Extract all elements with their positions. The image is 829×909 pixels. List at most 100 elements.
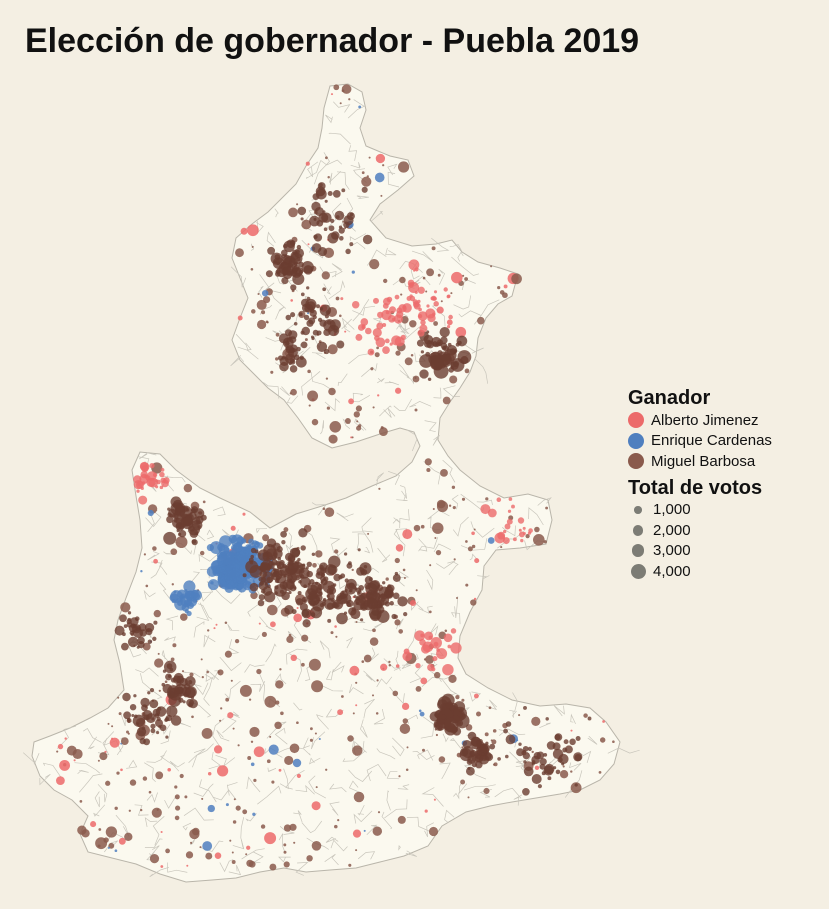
locality-dot: [231, 860, 236, 864]
locality-dot: [417, 311, 428, 321]
locality-dot: [437, 273, 441, 277]
locality-dot: [348, 398, 354, 405]
municipality-border: [431, 237, 450, 252]
locality-dot: [492, 763, 496, 766]
municipality-border: [320, 159, 343, 166]
locality-dot: [303, 314, 310, 321]
locality-dot: [496, 497, 502, 502]
municipality-border: [246, 776, 261, 793]
locality-dot: [383, 278, 388, 284]
municipality-border: [278, 833, 286, 853]
locality-dot: [225, 803, 229, 807]
municipality-border: [228, 865, 242, 876]
municipality-border: [206, 529, 215, 540]
locality-dot: [56, 750, 59, 753]
municipality-border: [293, 810, 303, 823]
locality-dot: [416, 339, 425, 347]
page-title: Elección de gobernador - Puebla 2019: [25, 22, 640, 60]
locality-dot: [175, 522, 183, 530]
locality-dot: [503, 284, 508, 289]
municipality-border: [307, 161, 319, 178]
municipality-border: [145, 510, 162, 528]
locality-dot: [394, 336, 405, 347]
locality-dot: [298, 261, 304, 268]
locality-dot: [531, 716, 541, 727]
locality-dot: [337, 819, 340, 822]
locality-dot: [518, 742, 522, 746]
municipality-border: [409, 664, 424, 684]
locality-dot: [175, 805, 181, 811]
municipality-border: [244, 664, 265, 673]
locality-dot: [153, 558, 158, 564]
locality-dot: [237, 744, 240, 747]
municipality-border: [412, 751, 435, 761]
municipality-border: [325, 669, 334, 681]
municipality-border: [418, 605, 433, 614]
municipality-border: [267, 767, 277, 772]
legend: Ganador Alberto Jimenez Enrique Cardenas…: [628, 386, 772, 582]
municipality-border: [333, 101, 351, 113]
locality-dot: [296, 721, 299, 725]
locality-dot: [432, 522, 444, 534]
locality-dot: [303, 599, 307, 604]
municipality-border: [159, 582, 171, 599]
municipality-border: [183, 671, 201, 678]
locality-dot: [394, 619, 401, 626]
legend-size-label-2000: 2,000: [653, 521, 691, 539]
legend-label-alberto-jimenez: Alberto Jimenez: [651, 411, 759, 429]
locality-dot: [290, 299, 294, 302]
municipality-border: [451, 494, 459, 510]
municipality-border: [146, 792, 158, 803]
municipality-border: [401, 659, 412, 670]
locality-dot: [323, 227, 328, 231]
locality-dot: [153, 609, 161, 618]
municipality-border: [424, 420, 437, 433]
locality-dot: [443, 287, 448, 292]
municipality-border: [265, 643, 277, 663]
locality-dot: [298, 528, 308, 538]
locality-dot: [341, 84, 352, 94]
municipality-border: [357, 851, 376, 860]
municipality-border: [470, 521, 495, 538]
municipality-border: [259, 616, 276, 632]
municipality-border: [432, 435, 440, 446]
locality-dot: [439, 326, 450, 338]
locality-dot: [368, 156, 371, 159]
locality-dot: [574, 783, 578, 787]
locality-dot: [145, 584, 149, 588]
locality-dot: [156, 808, 159, 811]
locality-dot: [320, 580, 324, 584]
locality-dot: [489, 743, 496, 750]
locality-dot: [422, 276, 426, 280]
locality-dot: [159, 471, 165, 478]
locality-dot: [570, 729, 573, 732]
municipality-border: [144, 817, 158, 827]
municipality-border: [308, 775, 326, 799]
municipality-border: [384, 799, 408, 819]
municipality-border: [295, 861, 309, 876]
locality-dot: [522, 531, 526, 536]
locality-dot: [344, 330, 347, 333]
locality-dot: [517, 517, 525, 524]
locality-dot: [506, 518, 513, 525]
locality-dot: [458, 708, 463, 712]
locality-dot: [248, 698, 252, 701]
municipality-border: [398, 845, 401, 851]
locality-dot: [393, 314, 404, 324]
locality-dot: [179, 773, 184, 779]
municipality-border: [379, 405, 392, 417]
locality-dot: [418, 709, 422, 713]
locality-dot: [159, 485, 164, 490]
locality-dot: [409, 599, 417, 607]
municipality-border: [331, 661, 345, 673]
municipality-border: [135, 667, 159, 677]
locality-dot: [414, 408, 418, 412]
locality-dot: [189, 828, 200, 840]
municipality-border: [204, 670, 220, 680]
locality-dot: [201, 727, 213, 739]
locality-dot: [202, 841, 213, 851]
locality-dot: [443, 633, 453, 643]
municipality-border: [411, 250, 434, 262]
locality-dot: [327, 592, 335, 601]
